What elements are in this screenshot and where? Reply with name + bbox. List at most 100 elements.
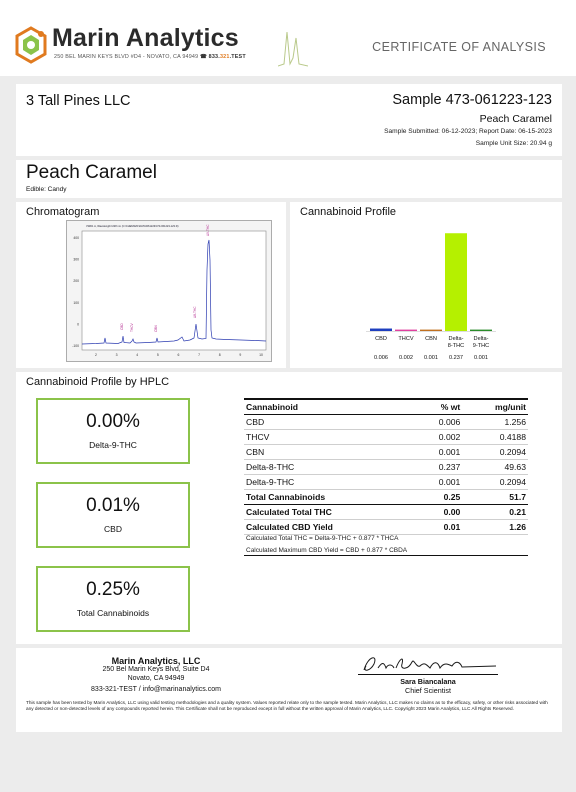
summary-box-cbd: 0.01% CBD bbox=[36, 482, 190, 548]
client-panel: 3 Tall Pines LLC Sample 473-061223-123 P… bbox=[16, 84, 562, 156]
cell-calc-pct: 0.01 bbox=[414, 519, 463, 535]
lab-contact: 833-321-TEST / info@marinanalytics.com bbox=[91, 686, 221, 693]
footer-panel: Marin Analytics, LLC 250 Bel Marin Keys … bbox=[16, 648, 562, 732]
summary-value: 0.25% bbox=[86, 579, 140, 600]
cell-pct-wt: 0.237 bbox=[414, 459, 463, 475]
product-type: Edible: Candy bbox=[26, 186, 67, 193]
cell-mg-unit: 1.256 bbox=[462, 414, 528, 430]
summary-box-total-cannabinoids: 0.25% Total Cannabinoids bbox=[36, 566, 190, 632]
cell-cannabinoid: Delta-9-THC bbox=[244, 474, 415, 490]
cell-total-mg: 51.7 bbox=[462, 489, 528, 505]
sample-name: Peach Caramel bbox=[479, 113, 552, 125]
cell-total-pct: 0.25 bbox=[414, 489, 463, 505]
profile-category-label: THCV bbox=[398, 336, 413, 342]
chromatogram-peak-label: Δ9-THC bbox=[206, 224, 210, 236]
cell-calc-mg: 0.21 bbox=[462, 504, 528, 520]
lab-name: Marin Analytics, LLC bbox=[111, 656, 201, 666]
table-row: CBD 0.006 1.256 bbox=[244, 414, 528, 430]
chromatogram-y-tick: -100 bbox=[72, 344, 79, 348]
brand-address: 250 BEL MARIN KEYS BLVD #D4 - NOVATO, CA… bbox=[54, 54, 246, 60]
column-header: % wt bbox=[414, 398, 463, 415]
lab-address-line2: Novato, CA 94949 bbox=[127, 675, 185, 682]
chromatogram-x-tick: 6 bbox=[178, 353, 180, 357]
sample-dates: Sample Submitted: 06-12-2023; Report Dat… bbox=[384, 128, 552, 135]
client-name: 3 Tall Pines LLC bbox=[26, 93, 131, 109]
cell-mg-unit: 49.63 bbox=[462, 459, 528, 475]
calc-row-cbd-yield: Calculated CBD Yield 0.01 1.26 bbox=[244, 519, 528, 535]
profile-bar bbox=[370, 328, 392, 331]
cell-mg-unit: 0.4188 bbox=[462, 429, 528, 445]
profile-category-label: Delta- bbox=[474, 336, 489, 342]
signer-title: Chief Scientist bbox=[405, 686, 451, 695]
profile-value-label: 0.002 bbox=[399, 355, 413, 361]
brand-phone: ☎ 833.321.TEST bbox=[200, 54, 246, 60]
table-bottom-rule bbox=[244, 555, 528, 556]
profile-category-label: Delta- bbox=[449, 336, 464, 342]
signature-line bbox=[358, 674, 498, 675]
cell-pct-wt: 0.002 bbox=[414, 429, 463, 445]
cell-calc-pct: 0.00 bbox=[414, 504, 463, 520]
summary-value: 0.01% bbox=[86, 495, 140, 516]
chromatogram-y-tick: 400 bbox=[73, 236, 79, 240]
marin-analytics-logo-icon bbox=[15, 26, 47, 64]
cannabinoid-results-table: Cannabinoid % wt mg/unit CBD 0.006 1.256… bbox=[244, 398, 528, 535]
cell-pct-wt: 0.006 bbox=[414, 414, 463, 430]
chromatogram-peak-label: CBD bbox=[120, 323, 124, 330]
hplc-title: Cannabinoid Profile by HPLC bbox=[26, 376, 170, 388]
chromatogram-x-tick: 9 bbox=[239, 353, 241, 357]
cell-cannabinoid: Delta-8-THC bbox=[244, 459, 415, 475]
sample-id: Sample 473-061223-123 bbox=[392, 92, 552, 108]
profile-category-label: CBN bbox=[425, 336, 437, 342]
profile-category-label: 9-THC bbox=[473, 343, 489, 349]
chromatogram-x-tick: 10 bbox=[259, 353, 263, 357]
chromatogram-title: Chromatogram bbox=[26, 206, 100, 218]
cell-mg-unit: 0.2094 bbox=[462, 444, 528, 460]
profile-value-label: 0.237 bbox=[449, 355, 463, 361]
cell-calc-label: Calculated CBD Yield bbox=[244, 519, 415, 535]
summary-label: CBD bbox=[104, 524, 122, 534]
profile-bar bbox=[445, 233, 467, 331]
cell-pct-wt: 0.001 bbox=[414, 444, 463, 460]
cell-calc-mg: 1.26 bbox=[462, 519, 528, 535]
profile-value-label: 0.001 bbox=[424, 355, 438, 361]
product-panel: Peach Caramel Edible: Candy bbox=[16, 160, 562, 198]
profile-bar bbox=[420, 329, 442, 331]
disclaimer-text: This sample has been tested by Marin Ana… bbox=[26, 700, 548, 712]
handwritten-signature bbox=[363, 657, 497, 671]
chromatogram-peak-label: CBN bbox=[154, 325, 158, 332]
footnote-cbd-yield: Calculated Maximum CBD Yield = CBD + 0.8… bbox=[246, 547, 408, 554]
chromatogram-x-tick: 4 bbox=[136, 353, 138, 357]
chromatogram-x-tick: 7 bbox=[198, 353, 200, 357]
sample-unit-size: Sample Unit Size: 20.94 g bbox=[475, 140, 552, 147]
chromatogram-trace bbox=[81, 239, 267, 345]
cannabinoid-profile-panel: Cannabinoid Profile CBD THCV CBN Delta- 8-TH… bbox=[290, 202, 562, 368]
profile-value-label: 0.001 bbox=[474, 355, 488, 361]
chromatogram-x-tick: 8 bbox=[219, 353, 221, 357]
footnote-total-thc: Calculated Total THC = Delta-9-THC + 0.8… bbox=[246, 535, 399, 542]
column-header: Cannabinoid bbox=[244, 398, 415, 415]
chromatogram-x-tick: 5 bbox=[157, 353, 159, 357]
hplc-panel: Cannabinoid Profile by HPLC 0.00% Delta-… bbox=[16, 372, 562, 644]
summary-value: 0.00% bbox=[86, 411, 140, 432]
chromatogram-x-tick: 3 bbox=[116, 353, 118, 357]
brand-name: Marin Analytics bbox=[52, 24, 239, 52]
chromatogram-image: VWD1 A, Wavelength=228 nm (C:\CHEM32\1\D… bbox=[66, 220, 272, 362]
profile-bar bbox=[470, 329, 492, 331]
cell-cannabinoid: CBN bbox=[244, 444, 415, 460]
product-name: Peach Caramel bbox=[26, 162, 157, 183]
profile-bar bbox=[395, 329, 417, 331]
chromatogram-y-tick: 300 bbox=[73, 258, 79, 262]
chromatogram-header-text: VWD1 A, Wavelength=228 nm (C:\CHEM32\1\D… bbox=[86, 224, 179, 228]
signer-name: Sara Biancalana bbox=[400, 677, 456, 686]
cell-cannabinoid: CBD bbox=[244, 414, 415, 430]
table-row: Delta-8-THC 0.237 49.63 bbox=[244, 459, 528, 475]
lab-address-line1: 250 Bel Marin Keys Blvd, Suite D4 bbox=[102, 666, 210, 673]
profile-value-label: 0.006 bbox=[374, 355, 388, 361]
chromatogram-y-tick: 0 bbox=[77, 322, 79, 326]
chromatogram-panel: Chromatogram VWD1 A, Wavelength=228 nm (… bbox=[16, 202, 286, 368]
summary-box-delta9-thc: 0.00% Delta-9-THC bbox=[36, 398, 190, 464]
cell-calc-label: Calculated Total THC bbox=[244, 504, 415, 520]
table-row: Delta-9-THC 0.001 0.2094 bbox=[244, 474, 528, 490]
cell-pct-wt: 0.001 bbox=[414, 474, 463, 490]
